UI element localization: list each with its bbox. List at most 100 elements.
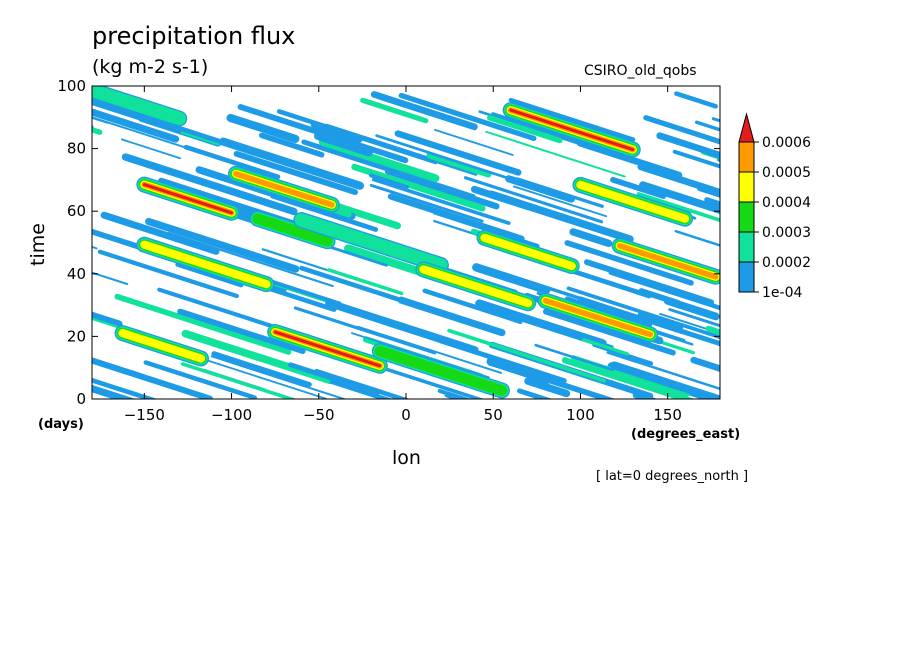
precip-streak [351,163,486,212]
precip-streak [434,128,514,156]
precip-streak [114,293,292,355]
precip-streak [491,112,658,169]
y-axis-label: time [27,223,49,266]
precip-streak [663,297,720,321]
precip-streak [637,163,720,197]
precip-feature [616,242,719,280]
precip-streak [610,176,667,199]
precip-streak [92,108,180,143]
precip-streak [92,377,158,399]
precip-streak [370,91,478,131]
precip-feature [576,180,690,223]
precip-streak [233,150,359,196]
precip-streak [167,231,334,288]
precip-streak [92,359,214,399]
precip-streak [606,351,720,391]
x-tick-label: −50 [303,406,335,424]
precip-streak [656,132,720,159]
colorbar-label: 0.0004 [762,195,811,211]
precip-streak [327,268,404,296]
precip-streak [92,384,136,399]
precip-streak [31,99,83,116]
precip-streak [120,138,182,160]
precip-feature [273,330,382,368]
precip-streak [608,270,720,311]
precip-streak [121,153,298,216]
precip-streak [592,342,654,366]
precip-feature [374,345,508,396]
precip-streak [210,355,348,399]
colorbar-arrow [738,112,755,143]
precip-streak [678,328,720,347]
precip-streak [145,217,300,273]
precip-feature [509,108,635,152]
y-tick-label: 0 [76,390,86,408]
precip-streak [181,329,334,385]
precip-streak [444,391,472,399]
precip-streak [426,152,492,178]
precip-streak [485,130,626,178]
x-tick-label: 50 [484,406,503,424]
precip-streak [524,377,571,398]
precip-streak [472,263,551,295]
y-tick-label: 60 [67,202,86,220]
precip-streak [97,249,239,299]
precip-feature [542,297,654,338]
precip-streak [564,296,653,328]
precip-streak [177,308,306,355]
colorbar-segment [738,141,755,173]
precip-streak [293,306,437,355]
precip-streak [582,338,630,356]
precip-streak [674,91,718,109]
precip-feature [140,240,271,289]
precip-streak [371,177,511,225]
colorbar-label: 0.0006 [762,135,811,151]
colorbar-label: 1e-04 [762,285,802,301]
precip-streak [694,120,720,132]
y-tick-label: 20 [67,327,86,345]
precip-streak [368,173,410,189]
precip-streak [517,388,553,399]
precip-streak [564,240,694,286]
precip-streak [486,357,552,384]
precip-streak [270,193,379,232]
precip-streak [318,137,440,183]
y-tick-label: 40 [67,265,86,283]
precip-streak [554,327,614,348]
precip-streak [180,362,297,399]
precip-streak [505,175,576,203]
precip-streak [643,115,720,145]
colorbar-label: 0.0003 [762,225,811,241]
precip-streak [351,332,490,379]
precip-streak [197,356,327,399]
y-axis: 0 20 40 60 80 100 [57,77,720,408]
precip-streak [258,132,325,158]
precip-streak [226,113,300,143]
precip-streak [92,271,129,286]
precip-streak [437,388,472,399]
precip-feature [252,213,333,247]
precip-feature [480,233,576,271]
precip-streak [569,228,613,248]
precip-feature [142,183,234,215]
precip-streak [422,288,523,324]
precip-streak [447,328,606,383]
precip-streak [310,121,363,143]
precip-streak [672,149,720,169]
x-tick-label: 0 [401,406,411,424]
precip-streak [487,115,563,144]
colorbar-segment [738,231,755,263]
precip-streak [92,245,98,250]
latitude-annotation: [ lat=0 degrees_north ] [596,469,749,484]
precip-streak [432,210,540,248]
precip-streak [561,357,695,399]
precip-streak [690,356,720,373]
precip-streak [637,312,684,330]
colorbar-segment [738,171,755,203]
y-tick-label: 80 [67,140,86,158]
precip-streak [636,192,720,223]
colorbar-segment [738,201,755,233]
precip-feature [233,170,335,208]
precip-streak [360,97,429,124]
